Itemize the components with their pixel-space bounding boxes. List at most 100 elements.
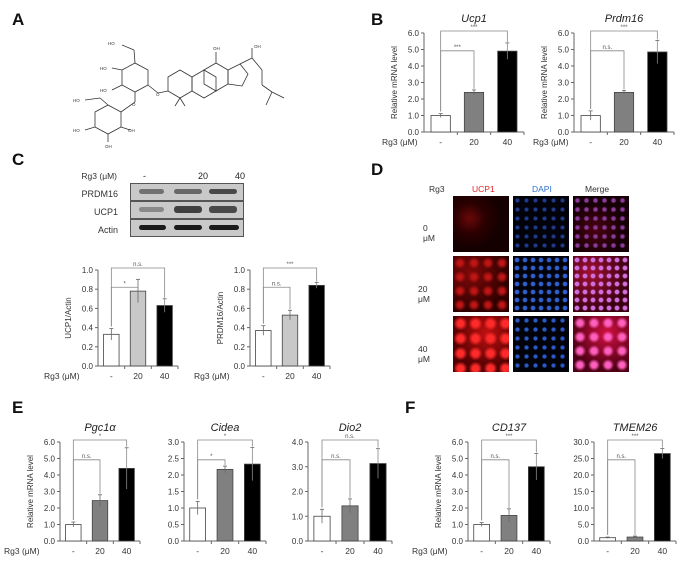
- x-tick-label: 40: [373, 546, 383, 556]
- y-tick-label: 0.4: [234, 324, 246, 333]
- y-tick-label: 1.0: [408, 112, 420, 121]
- x-tick-label: 40: [503, 137, 513, 147]
- if-image-ucp1-20um: [453, 256, 509, 312]
- panel-label-a: A: [12, 10, 25, 29]
- y-tick-label: 6.0: [408, 29, 420, 38]
- y-tick-label: 2.0: [292, 488, 304, 497]
- wb-lane-2: 40: [235, 171, 246, 181]
- y-tick-label: 3.0: [168, 438, 180, 447]
- x-tick-label: 20: [469, 137, 479, 147]
- significance-label: n.s.: [272, 281, 282, 287]
- y-tick-label: 2.5: [168, 455, 180, 464]
- significance-label: ***: [454, 45, 462, 51]
- y-tick-label: 1.0: [558, 112, 570, 121]
- x-tick-label: 20: [220, 546, 230, 556]
- significance-label: n.s.: [490, 454, 500, 460]
- panel-label-c: C: [12, 150, 25, 169]
- significance-label: ***: [286, 262, 294, 268]
- significance-bracket: [321, 459, 351, 508]
- if-col-dapi: DAPI: [532, 184, 552, 194]
- bar: [91, 500, 109, 542]
- x-tick-label: 40: [653, 137, 663, 147]
- svg-text:HO: HO: [73, 98, 80, 103]
- bar: [281, 314, 299, 367]
- x-tick-label: -: [196, 546, 199, 556]
- significance-label: n.s.: [616, 454, 626, 460]
- y-tick-label: 0.6: [234, 304, 246, 313]
- y-tick-label: 25.0: [573, 455, 589, 464]
- y-tick-label: 30.0: [573, 438, 589, 447]
- if-col-merge: Merge: [585, 184, 610, 194]
- if-row-20um: 20 μM: [418, 284, 430, 304]
- svg-text:OH: OH: [254, 44, 261, 49]
- chart-title: Prdm16: [605, 13, 644, 25]
- chart-title: TMEM26: [613, 422, 659, 434]
- bar: [654, 453, 671, 542]
- y-tick-label: 3.0: [452, 488, 464, 497]
- x-tick-label: 20: [285, 371, 295, 381]
- y-tick-label: 5.0: [408, 46, 420, 55]
- y-tick-label: 5.0: [44, 455, 56, 464]
- y-tick-label: 0.2: [82, 343, 94, 352]
- svg-text:HO: HO: [108, 41, 115, 46]
- x-tick-label: 20: [133, 371, 143, 381]
- svg-text:HO: HO: [100, 66, 107, 71]
- bar: [216, 468, 234, 542]
- if-image-merge-40um: [573, 316, 629, 372]
- wb-lane-0: -: [143, 171, 146, 181]
- y-axis-label: Relative mRNA level: [26, 455, 35, 528]
- rg3-chemical-structure: HO HO HO HO HO OH OH OH OH O O: [73, 41, 285, 149]
- wb-row-label-actin: Actin: [97, 225, 118, 235]
- significance-bracket: [72, 439, 128, 521]
- y-tick-label: 0.4: [82, 324, 94, 333]
- y-tick-label: 3.0: [558, 79, 570, 88]
- wb-row-label-prdm16: PRDM16: [81, 189, 118, 199]
- x-tick-label: 20: [504, 546, 514, 556]
- y-tick-label: 1.0: [234, 266, 246, 275]
- y-axis-label: Relative mRNA level: [434, 455, 443, 528]
- bar: [463, 92, 485, 133]
- svg-text:O: O: [156, 92, 160, 97]
- y-axis-label: Relative mRNA level: [390, 46, 399, 119]
- y-tick-label: 0.0: [292, 537, 304, 546]
- y-tick-label: 1.0: [292, 512, 304, 521]
- y-tick-label: 0.5: [168, 521, 180, 530]
- x-tick-label: 20: [95, 546, 105, 556]
- y-tick-label: 1.0: [82, 266, 94, 275]
- if-row-40um: 40 μM: [418, 344, 430, 364]
- significance-bracket: [590, 30, 658, 109]
- x-axis-label: Rg3 (μM): [382, 137, 418, 147]
- x-tick-label: -: [262, 371, 265, 381]
- x-tick-label: 40: [312, 371, 322, 381]
- significance-bracket: [197, 439, 253, 500]
- y-tick-label: 6.0: [452, 438, 464, 447]
- x-tick-label: 20: [619, 137, 629, 147]
- significance-label: ***: [470, 25, 478, 31]
- y-tick-label: 0.0: [234, 362, 246, 371]
- y-tick-label: 0.0: [168, 537, 180, 546]
- y-tick-label: 4.0: [452, 471, 464, 480]
- y-tick-label: 5.0: [578, 521, 590, 530]
- significance-label: n.s.: [345, 434, 355, 440]
- y-tick-label: 2.0: [452, 504, 464, 513]
- y-tick-label: 1.0: [44, 521, 56, 530]
- svg-text:OH: OH: [213, 46, 220, 51]
- x-axis-label: Rg3 (μM): [533, 137, 569, 147]
- chart-title: Ucp1: [461, 13, 487, 25]
- panel-label-e: E: [12, 398, 24, 417]
- chart-title: Dio2: [339, 422, 362, 434]
- significance-label: *: [210, 454, 213, 460]
- y-tick-label: 4.0: [292, 438, 304, 447]
- x-tick-label: 40: [160, 371, 170, 381]
- y-tick-label: 4.0: [44, 471, 56, 480]
- blot-prdm16: [130, 183, 244, 201]
- panel-label-b: B: [371, 10, 384, 29]
- y-tick-label: 5.0: [558, 46, 570, 55]
- y-tick-label: 6.0: [44, 438, 56, 447]
- blot-ucp1: [130, 201, 244, 219]
- significance-bracket: [607, 439, 663, 536]
- significance-label: *: [99, 434, 102, 440]
- y-tick-label: 4.0: [558, 62, 570, 71]
- if-image-dapi-40um: [513, 316, 569, 372]
